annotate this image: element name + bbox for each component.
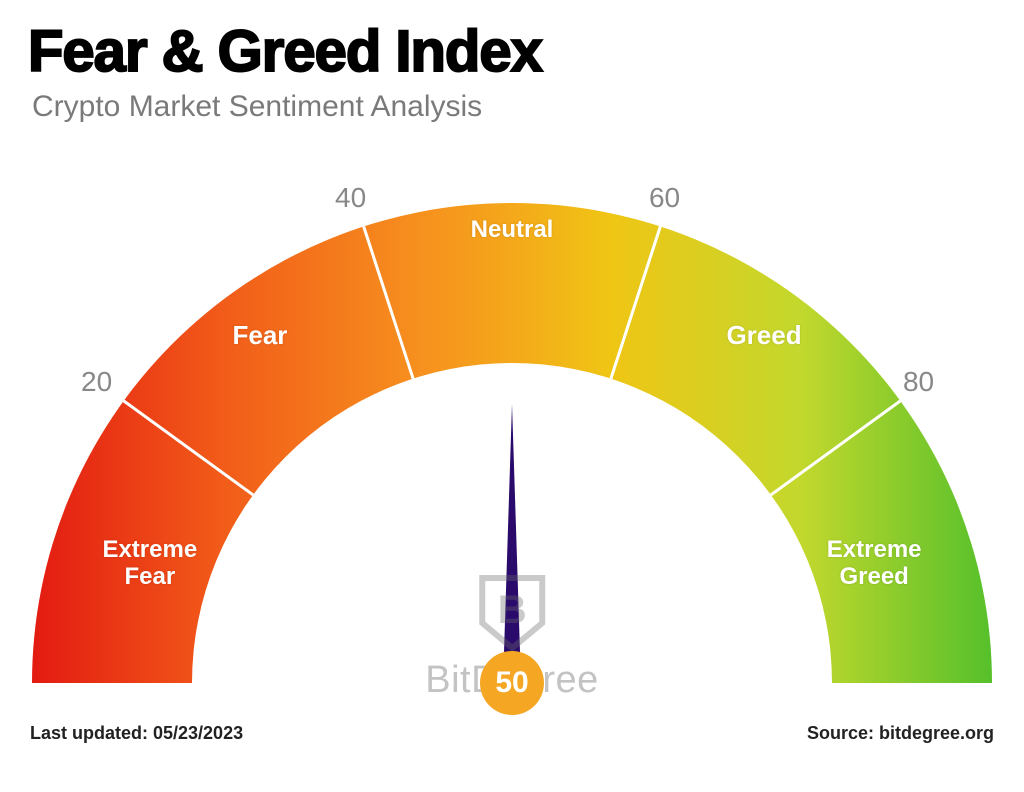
shield-icon: B <box>467 568 557 658</box>
page-title: Fear & Greed Index <box>28 18 542 85</box>
source-label: Source: bitdegree.org <box>807 723 994 744</box>
gauge-tick-label: 60 <box>649 182 680 214</box>
gauge-segment-label: ExtremeGreed <box>814 537 934 590</box>
gauge-value: 50 <box>495 666 528 700</box>
gauge-segment-label: Fear <box>200 321 320 350</box>
gauge-tick-label: 40 <box>335 182 366 214</box>
last-updated-label: Last updated: 05/23/2023 <box>30 723 243 744</box>
gauge-tick-label: 80 <box>903 366 934 398</box>
page-subtitle: Crypto Market Sentiment Analysis <box>32 90 482 124</box>
gauge-segment-label: Neutral <box>452 217 572 243</box>
gauge-chart: B BitDegree 50 20406080 ExtremeFearFearN… <box>0 128 1024 728</box>
gauge-tick-label: 20 <box>81 366 112 398</box>
gauge-segment-label: ExtremeFear <box>90 537 210 590</box>
gauge-value-knob: 50 <box>480 651 544 715</box>
gauge-segment-label: Greed <box>704 321 824 350</box>
svg-text:B: B <box>498 588 527 632</box>
